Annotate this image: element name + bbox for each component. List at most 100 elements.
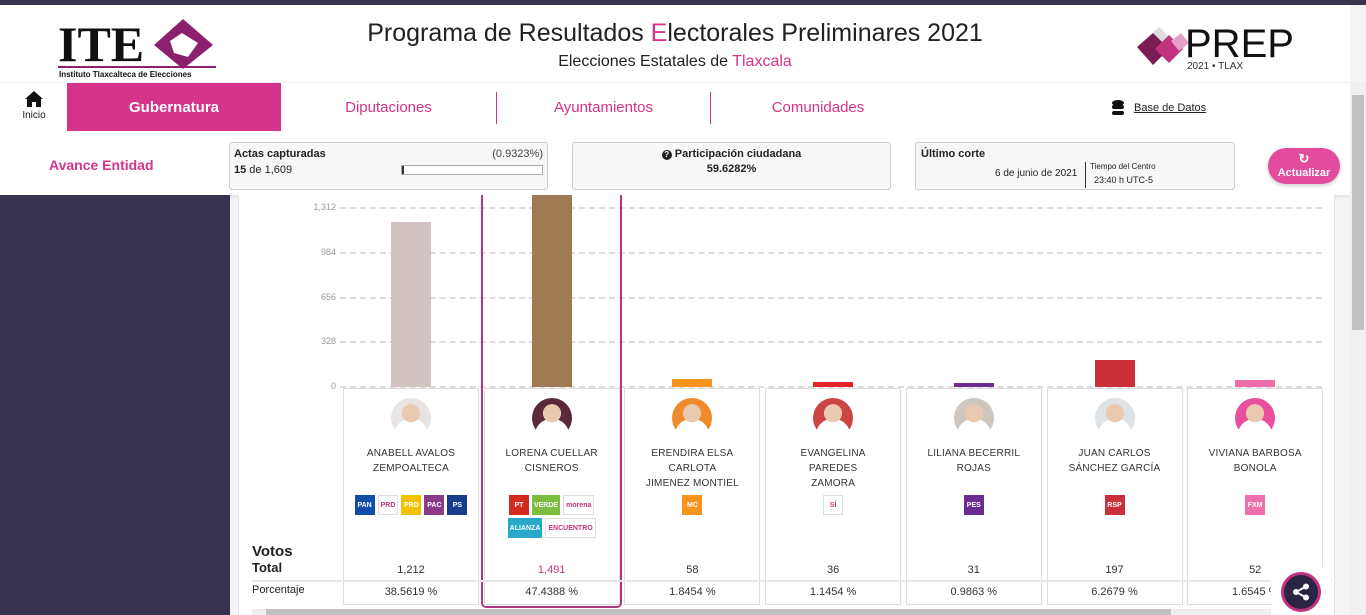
bar[interactable] xyxy=(672,379,713,387)
bar[interactable] xyxy=(953,382,994,387)
actas-box: Actas capturadas (0.9323%) 15 de 1,609 xyxy=(229,142,548,190)
party-logo: SÍ xyxy=(823,495,844,515)
participacion-box: ? Participación ciudadana 59.6282% xyxy=(572,142,891,190)
candidate-votes: 52 xyxy=(1249,564,1262,576)
page-title: Programa de Resultados Electorales Preli… xyxy=(367,19,983,47)
help-icon[interactable]: ? xyxy=(661,150,672,160)
party-logo: ENCUENTRO xyxy=(545,518,596,538)
candidate-photo xyxy=(1094,398,1135,438)
candidate-percentage: 6.2679 % xyxy=(1091,586,1138,598)
tab-comunidades[interactable]: Comunidades xyxy=(771,99,865,116)
candidate-card[interactable]: JUAN CARLOS SÁNCHEZ GARCÍA RSP 197 6.2679… xyxy=(1046,388,1183,605)
vertical-scrollbar[interactable] xyxy=(1350,82,1366,615)
refresh-icon: ↻ xyxy=(1298,151,1310,166)
bar[interactable] xyxy=(1094,360,1135,387)
candidate-card[interactable]: ERENDIRA ELSA CARLOTA JIMENEZ MONTIEL MC 5… xyxy=(624,388,761,605)
candidate-percentage: 1.6545 % xyxy=(1231,586,1279,598)
party-logo: RSP xyxy=(1104,495,1125,515)
candidate-name: JUAN CARLOS SÁNCHEZ GARCÍA xyxy=(1048,446,1182,476)
share-icon xyxy=(1293,583,1309,601)
candidate-name: LORENA CUELLAR CISNEROS xyxy=(485,446,619,476)
avance-entidad-label: Avance Entidad xyxy=(49,157,154,173)
party-logos: FXM xyxy=(1188,495,1322,515)
gridline xyxy=(340,341,1322,344)
horizontal-scrollbar[interactable] xyxy=(252,609,1322,615)
y-tick-label: 328 xyxy=(320,336,336,347)
gridline xyxy=(340,251,1322,254)
tab-ayuntamientos[interactable]: Ayuntamientos xyxy=(554,99,653,116)
candidate-name-line: SÁNCHEZ GARCÍA xyxy=(1068,463,1161,474)
candidate-name-line: ZEMPOALTECA xyxy=(373,463,449,474)
prep-logo: PREP 2021 • TLAX xyxy=(1137,22,1294,72)
home-button[interactable]: Inicio xyxy=(14,91,54,121)
candidate-name-line: ROJAS xyxy=(956,463,991,474)
gridline xyxy=(340,207,1322,209)
party-logos: SÍ xyxy=(766,495,900,515)
database-link[interactable]: Base de Datos xyxy=(1112,100,1206,116)
candidate-name-line: CARLOTA xyxy=(668,463,717,474)
party-logo: PT xyxy=(508,495,529,515)
party-logo: PRD xyxy=(377,495,399,515)
bar[interactable] xyxy=(1235,379,1276,387)
tab-gubernatura[interactable]: Gubernatura xyxy=(67,83,281,132)
info-row: Avance Entidad Actas capturadas (0.9323%… xyxy=(0,131,1350,195)
candidate-votes: 31 xyxy=(967,564,980,576)
refresh-button[interactable]: ↻ Actualizar xyxy=(1268,148,1340,184)
y-tick-label: 984 xyxy=(320,246,336,257)
bar[interactable] xyxy=(391,221,431,387)
party-logo: PRD xyxy=(401,495,422,515)
candidate-name-line: ERENDIRA ELSA xyxy=(651,448,734,459)
candidate-card[interactable]: LORENA CUELLAR CISNEROS PT VERDE morena ALIA… xyxy=(483,388,620,605)
database-icon xyxy=(1112,100,1124,115)
candidate-name: ANABELL AVALOS ZEMPOALTECA xyxy=(344,446,478,476)
candidate-name: LILIANA BECERRIL ROJAS xyxy=(907,446,1041,476)
party-logo: PAC xyxy=(424,495,445,515)
ultimo-corte-box: Último corte 6 de junio de 2021 Tiempo d… xyxy=(915,142,1235,190)
candidate-name-line: JIMENEZ MONTIEL xyxy=(645,478,739,489)
tab-diputaciones[interactable]: Diputaciones xyxy=(345,99,432,116)
candidate-votes: 36 xyxy=(826,564,840,576)
prep-logo-text: PREP xyxy=(1185,22,1294,66)
party-logo: PS xyxy=(447,495,468,515)
top-strip xyxy=(0,0,1366,5)
candidate-votes: 1,491 xyxy=(537,564,566,576)
candidate-name-line: LORENA CUELLAR xyxy=(505,448,598,459)
votos-total-label: Votos Total xyxy=(252,543,293,576)
party-logos: MC xyxy=(625,495,759,515)
candidate-name-line: PAREDES xyxy=(808,463,858,474)
party-logo: PAN xyxy=(354,495,375,515)
candidate-card[interactable]: ANABELL AVALOS ZEMPOALTECA PAN PRD PRD PAC PS… xyxy=(343,388,479,605)
candidate-votes: 1,212 xyxy=(397,564,425,576)
candidate-name-line: LILIANA BECERRIL xyxy=(927,448,1021,459)
candidate-name: ERENDIRA ELSA CARLOTA JIMENEZ MONTIEL xyxy=(625,446,759,491)
candidate-percentage: 1.1454 % xyxy=(809,586,857,598)
ite-logo: ITE Instituto Tlaxcalteca de Elecciones xyxy=(58,17,216,79)
candidate-photo xyxy=(672,398,713,438)
candidate-percentage: 38.5619 % xyxy=(384,586,438,598)
refresh-label: Actualizar xyxy=(1277,167,1331,179)
share-button[interactable] xyxy=(1271,566,1331,615)
actas-label: Actas capturadas xyxy=(234,148,326,160)
divider xyxy=(710,92,711,124)
bar[interactable] xyxy=(531,195,572,387)
candidate-card[interactable]: LILIANA BECERRIL ROJAS PES 31 0.9863 % xyxy=(905,388,1042,605)
party-logo: PES xyxy=(963,495,984,515)
candidate-card[interactable]: EVANGELINA PAREDES ZAMORA SÍ 36 1.1454 % xyxy=(765,388,902,605)
database-label[interactable]: Base de Datos xyxy=(1134,102,1207,114)
candidate-votes: 58 xyxy=(686,564,699,576)
actas-count: 15 de 1,609 xyxy=(234,164,293,176)
party-logos: PAN PRD PRD PAC PS xyxy=(344,495,478,515)
ite-caption: Instituto Tlaxcalteca de Elecciones xyxy=(59,70,192,79)
party-logos: RSP xyxy=(1048,495,1182,515)
party-logo: morena xyxy=(563,495,595,515)
candidate-photo xyxy=(531,398,572,438)
candidate-name-line: ZAMORA xyxy=(811,478,856,489)
candidate-name: VIVIANA BARBOSA BONOLA xyxy=(1188,446,1322,476)
corte-tz: Tiempo del Centro xyxy=(1090,162,1156,171)
bar[interactable] xyxy=(813,382,854,387)
sidebar xyxy=(0,195,230,615)
candidate-name-line: BONOLA xyxy=(1233,463,1277,474)
participacion-label: ? Participación ciudadana xyxy=(573,148,890,160)
y-tick-label: 0 xyxy=(330,381,336,391)
candidate-photo xyxy=(813,398,854,438)
